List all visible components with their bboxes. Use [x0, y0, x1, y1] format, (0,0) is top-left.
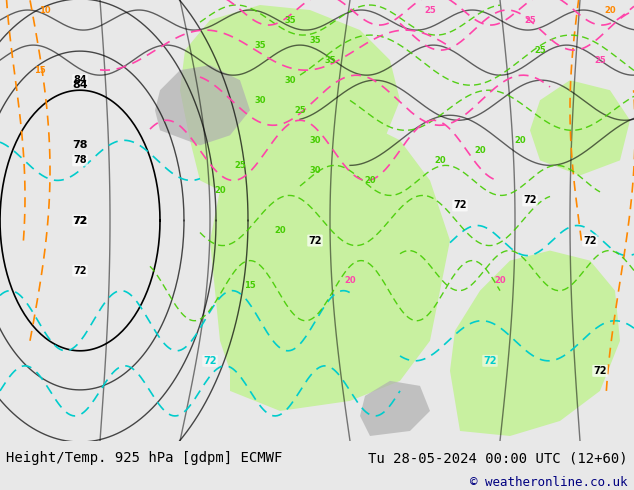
Text: 10: 10 [39, 5, 51, 15]
Text: 72: 72 [453, 200, 467, 211]
Polygon shape [155, 65, 250, 146]
Text: Tu 28-05-2024 00:00 UTC (12+60): Tu 28-05-2024 00:00 UTC (12+60) [368, 451, 628, 465]
Text: 20: 20 [514, 136, 526, 145]
Text: 15: 15 [244, 281, 256, 290]
Text: 72: 72 [204, 356, 217, 366]
Text: 72: 72 [593, 366, 607, 376]
Text: 72: 72 [74, 216, 87, 225]
Text: 72: 72 [72, 216, 87, 225]
Text: 25: 25 [534, 46, 546, 54]
Text: 25: 25 [424, 5, 436, 15]
Text: 35: 35 [284, 16, 296, 24]
Text: 84: 84 [73, 75, 87, 85]
Text: 20: 20 [604, 5, 616, 15]
Text: 20: 20 [214, 186, 226, 195]
Text: 72: 72 [308, 236, 321, 245]
Text: 25: 25 [594, 56, 606, 65]
Text: 30: 30 [254, 96, 266, 105]
Text: 30: 30 [309, 136, 321, 145]
Text: © weatheronline.co.uk: © weatheronline.co.uk [470, 476, 628, 489]
Text: 20: 20 [434, 156, 446, 165]
Text: 20: 20 [344, 276, 356, 285]
Text: 72: 72 [583, 236, 597, 245]
Text: 35: 35 [309, 36, 321, 45]
Text: Height/Temp. 925 hPa [gdpm] ECMWF: Height/Temp. 925 hPa [gdpm] ECMWF [6, 451, 283, 465]
Polygon shape [450, 250, 620, 436]
Text: 35: 35 [324, 56, 336, 65]
Text: 72: 72 [483, 356, 497, 366]
Text: 15: 15 [34, 66, 46, 74]
Text: 25: 25 [234, 161, 246, 170]
Text: 72: 72 [74, 266, 87, 275]
Text: 30: 30 [309, 166, 321, 175]
Text: 20: 20 [274, 226, 286, 235]
Text: 78: 78 [73, 155, 87, 165]
Text: 25: 25 [524, 16, 536, 24]
Polygon shape [530, 80, 630, 175]
Text: 30: 30 [284, 75, 295, 85]
Text: 20: 20 [364, 176, 376, 185]
Polygon shape [210, 110, 450, 411]
Text: 72: 72 [523, 196, 537, 205]
Text: 84: 84 [72, 80, 88, 90]
Polygon shape [180, 5, 400, 200]
Text: 20: 20 [494, 276, 506, 285]
Text: 35: 35 [254, 41, 266, 49]
Text: 20: 20 [474, 146, 486, 155]
Text: 78: 78 [72, 140, 87, 150]
Text: 25: 25 [294, 106, 306, 115]
Polygon shape [360, 381, 430, 436]
